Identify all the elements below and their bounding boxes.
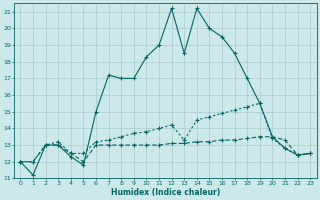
X-axis label: Humidex (Indice chaleur): Humidex (Indice chaleur) <box>111 188 220 197</box>
